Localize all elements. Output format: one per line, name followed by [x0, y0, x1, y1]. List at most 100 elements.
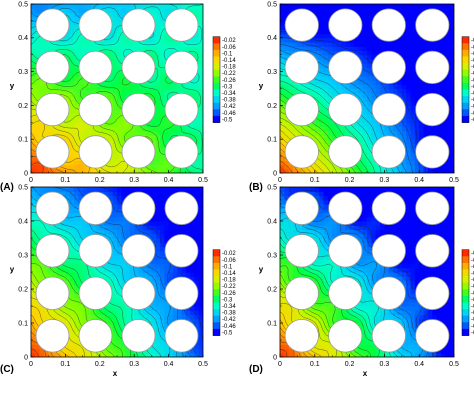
- field-cell: [134, 229, 140, 235]
- contour-field: [280, 4, 454, 173]
- field-cell: [301, 84, 307, 90]
- field-cell: [78, 276, 84, 282]
- field-cell: [117, 327, 122, 333]
- field-cell: [117, 84, 122, 90]
- field-cell: [125, 164, 131, 170]
- colorbar-tick-label: -0.18: [222, 65, 236, 71]
- field-cell: [61, 318, 66, 324]
- field-cell: [35, 310, 41, 316]
- field-cell: [194, 352, 200, 357]
- field-cell: [198, 134, 203, 140]
- field-cell: [117, 267, 122, 273]
- field-cell: [297, 42, 303, 47]
- field-cell: [160, 12, 165, 18]
- field-cell: [117, 168, 122, 173]
- field-cell: [112, 8, 118, 14]
- field-cell: [388, 46, 394, 52]
- field-cell: [78, 348, 84, 354]
- field-cell: [65, 348, 71, 354]
- field-cell: [353, 134, 359, 140]
- field-cell: [406, 139, 412, 145]
- field-cell: [198, 164, 203, 170]
- field-cell: [198, 33, 203, 39]
- field-cell: [367, 33, 372, 39]
- field-cell: [301, 46, 307, 52]
- field-cell: [172, 229, 178, 235]
- field-cell: [445, 84, 451, 90]
- field-cell: [194, 191, 200, 197]
- field-cell: [168, 4, 174, 9]
- field-cell: [147, 267, 152, 273]
- field-cell: [134, 130, 140, 136]
- field-cell: [336, 84, 342, 90]
- field-cell: [108, 92, 114, 98]
- field-cell: [160, 164, 165, 170]
- colorbar-swatch: [462, 76, 469, 84]
- field-cell: [117, 130, 122, 136]
- field-cell: [121, 195, 127, 201]
- field-cell: [280, 109, 285, 115]
- field-cell: [406, 8, 412, 14]
- field-cell: [327, 122, 333, 128]
- field-cell: [108, 130, 114, 136]
- field-cell: [69, 250, 75, 256]
- field-cell: [138, 46, 144, 52]
- field-cell: [406, 113, 412, 119]
- field-cell: [112, 29, 118, 35]
- field-cell: [138, 225, 144, 231]
- field-cell: [65, 122, 71, 128]
- field-cell: [380, 168, 385, 173]
- field-cell: [112, 58, 118, 64]
- field-cell: [74, 301, 79, 307]
- field-cell: [332, 84, 338, 90]
- field-cell: [432, 126, 438, 132]
- field-cell: [445, 80, 451, 85]
- field-cell: [353, 80, 359, 85]
- y-tick-label: 0.2: [267, 103, 277, 110]
- field-cell: [151, 221, 157, 226]
- colorbar-swatch: [462, 82, 469, 90]
- field-cell: [86, 314, 92, 320]
- field-cell: [155, 130, 161, 136]
- field-cell: [160, 16, 165, 22]
- field-cell: [117, 221, 122, 226]
- field-cell: [401, 33, 407, 39]
- field-cell: [314, 46, 320, 52]
- field-cell: [117, 109, 122, 115]
- field-cell: [35, 33, 41, 39]
- field-cell: [284, 92, 290, 98]
- field-cell: [414, 134, 420, 140]
- field-cell: [69, 118, 75, 123]
- field-cell: [155, 280, 161, 286]
- field-cell: [104, 225, 109, 231]
- field-cell: [121, 259, 127, 265]
- field-cell: [410, 122, 416, 128]
- field-cell: [112, 233, 118, 239]
- field-cell: [314, 139, 320, 145]
- field-cell: [31, 80, 36, 85]
- field-cell: [164, 314, 170, 320]
- hole-circle: [78, 50, 113, 85]
- field-cell: [125, 4, 131, 9]
- field-cell: [367, 37, 372, 43]
- field-cell: [293, 46, 298, 52]
- field-cell: [117, 199, 122, 205]
- field-cell: [99, 225, 105, 231]
- field-cell: [39, 130, 45, 136]
- field-cell: [406, 42, 412, 47]
- field-cell: [65, 238, 71, 243]
- field-cell: [177, 84, 183, 90]
- field-cell: [108, 8, 114, 14]
- field-cell: [31, 96, 36, 102]
- field-cell: [48, 126, 54, 132]
- field-cell: [419, 92, 425, 98]
- field-cell: [117, 96, 122, 102]
- field-cell: [327, 139, 333, 145]
- field-cell: [164, 267, 170, 273]
- field-cell: [112, 259, 118, 265]
- field-cell: [82, 221, 88, 226]
- field-cell: [198, 340, 203, 345]
- field-cell: [91, 168, 97, 173]
- colorbar-swatch: [462, 96, 469, 103]
- field-cell: [297, 84, 303, 90]
